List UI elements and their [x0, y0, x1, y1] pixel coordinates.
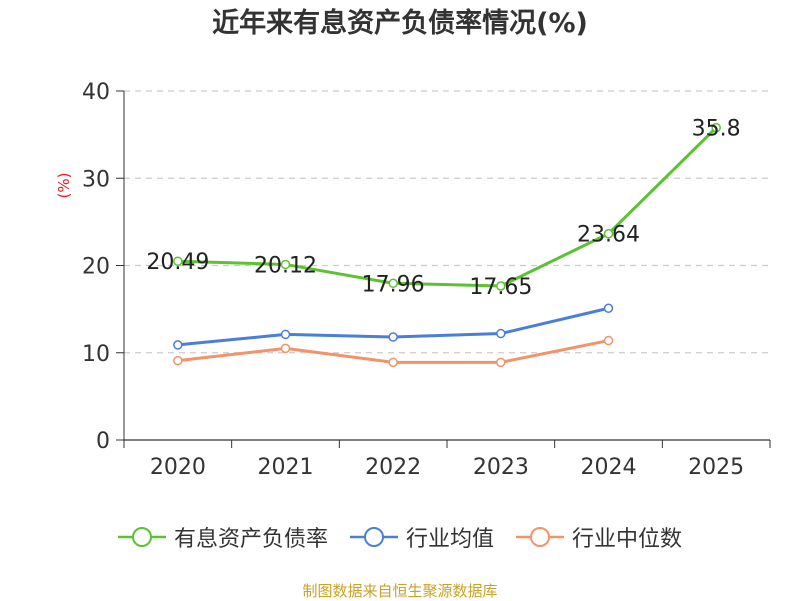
- data-point: [388, 278, 398, 289]
- legend-swatch-icon: [516, 527, 564, 547]
- axes-layer: 0 10 20 30 40 2020 2021 2022 2023 2024 2025 (%): [55, 80, 771, 480]
- x-tick-label: 2023: [473, 455, 529, 480]
- legend-label: 有息资产负债率: [173, 527, 328, 552]
- series-layer: [173, 122, 721, 368]
- data-label: 17.65: [469, 275, 532, 300]
- data-point: [496, 281, 506, 291]
- chart-title: 近年来有息资产负债率情况(%): [212, 8, 588, 39]
- legend-swatch-marker: [530, 527, 550, 547]
- legend-swatch-marker: [363, 527, 384, 547]
- legend-item[interactable]: 行业均值: [349, 521, 494, 553]
- data-label: 23.64: [577, 223, 640, 248]
- legend-swatch-marker: [131, 527, 152, 547]
- data-point: [280, 329, 291, 340]
- y-tick-label: 40: [82, 80, 110, 105]
- data-point: [496, 357, 506, 368]
- legend-item[interactable]: 有息资产负债率: [117, 521, 328, 553]
- legend-label: 行业中位数: [572, 527, 683, 552]
- data-label: 20.12: [254, 253, 317, 278]
- data-point: [603, 303, 614, 314]
- data-point: [603, 228, 614, 239]
- x-tick-label: 2025: [688, 455, 744, 480]
- x-tick-label: 2024: [581, 455, 637, 480]
- data-point: [388, 357, 398, 368]
- legend: 有息资产负债率 行业均值 行业中位数: [0, 520, 800, 554]
- legend-label: 行业均值: [405, 527, 494, 552]
- grid-layer: [124, 90, 770, 354]
- y-tick-label: 30: [82, 167, 110, 192]
- y-tick-label: 0: [96, 429, 110, 454]
- data-point: [173, 256, 183, 266]
- data-point: [388, 332, 398, 342]
- data-point: [496, 328, 506, 339]
- data-point: [280, 343, 291, 354]
- y-axis-label: (%): [55, 173, 73, 199]
- x-tick-label: 2020: [150, 455, 206, 480]
- y-tick-label: 10: [82, 342, 110, 367]
- data-point: [603, 335, 614, 346]
- data-labels-layer: 20.49 20.12 17.96 17.65 23.64 35.8: [146, 117, 740, 300]
- data-label: 17.96: [362, 272, 425, 297]
- source-note: 制图数据来自恒生聚源数据库: [302, 582, 498, 600]
- legend-item[interactable]: 行业中位数: [516, 521, 682, 553]
- x-tick-label: 2022: [365, 455, 421, 480]
- y-tick-label: 20: [82, 255, 110, 280]
- legend-swatch-icon: [117, 527, 166, 547]
- data-point: [173, 340, 183, 350]
- series-line: [177, 126, 718, 288]
- data-point: [711, 122, 721, 133]
- data-point: [173, 355, 183, 366]
- data-point: [280, 259, 291, 270]
- x-tick-label: 2021: [258, 455, 314, 480]
- legend-swatch-icon: [349, 527, 398, 547]
- data-label: 20.49: [146, 250, 209, 275]
- data-label: 35.8: [692, 117, 741, 142]
